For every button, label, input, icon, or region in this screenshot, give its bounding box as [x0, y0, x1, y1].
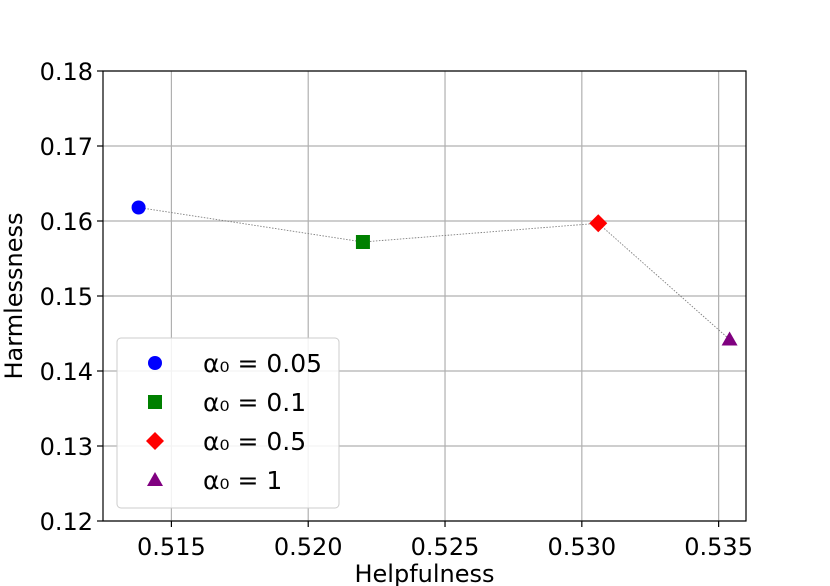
series-connector [138, 207, 730, 340]
x-axis-label: Helpfulness [354, 560, 494, 586]
x-tick-label: 0.515 [137, 533, 206, 561]
y-tick-label: 0.15 [40, 283, 93, 311]
y-tick-label: 0.16 [40, 208, 93, 236]
legend-label: α₀ = 1 [203, 466, 282, 495]
data-point-circle [131, 200, 146, 215]
y-axis-ticks: 0.12 0.13 0.14 0.15 0.16 0.17 0.18 [40, 58, 103, 536]
legend-label: α₀ = 0.5 [203, 427, 306, 456]
data-point-square [355, 235, 370, 249]
legend-label: α₀ = 0.1 [203, 388, 306, 417]
x-tick-label: 0.535 [684, 533, 753, 561]
legend-marker-circle [148, 356, 162, 370]
x-tick-label: 0.530 [547, 533, 616, 561]
x-tick-label: 0.525 [411, 533, 480, 561]
legend-marker-diamond [146, 432, 164, 450]
legend: α₀ = 0.05 α₀ = 0.1 α₀ = 0.5 α₀ = 1 [116, 337, 340, 509]
connecting-line [138, 207, 730, 340]
y-tick-label: 0.13 [40, 433, 93, 461]
y-axis-label: Harmlessness [0, 212, 28, 379]
y-tick-label: 0.17 [40, 133, 93, 161]
y-tick-label: 0.14 [40, 358, 93, 386]
legend-box [116, 337, 340, 509]
data-point-diamond [589, 214, 608, 233]
legend-label: α₀ = 0.05 [203, 349, 322, 378]
x-tick-label: 0.520 [274, 533, 343, 561]
legend-marker-square [148, 395, 162, 409]
data-points [131, 200, 738, 346]
legend-marker-triangle [147, 472, 163, 486]
y-tick-label: 0.12 [40, 508, 93, 536]
y-tick-label: 0.18 [40, 58, 93, 86]
data-point-triangle [721, 331, 738, 346]
x-axis-ticks: 0.515 0.520 0.525 0.530 0.535 [137, 521, 753, 561]
